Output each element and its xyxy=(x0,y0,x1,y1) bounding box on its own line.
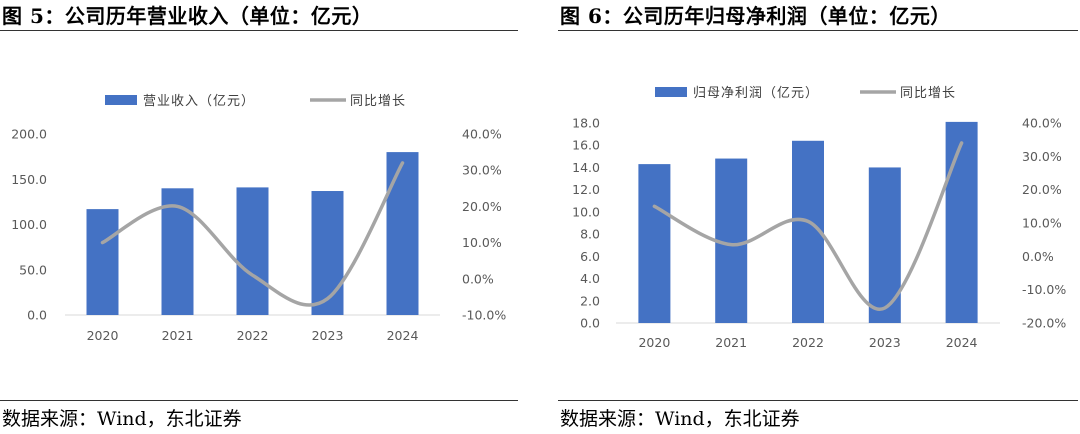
figure-5-chart: 0.0 50.0 100.0 150.0 200.0 -10.0% 0.0% 10.0% 20.… xyxy=(11,94,506,343)
right-axis-tick-label: 0.0% xyxy=(1022,249,1054,264)
right-axis-tick-label: 40.0% xyxy=(462,127,502,142)
bar-2023 xyxy=(311,191,344,315)
left-axis-tick-label: 150.0 xyxy=(11,172,47,187)
figure-5-top-rule xyxy=(0,30,518,31)
figure-6-chart: 0.0 2.0 4.0 6.0 8.0 10.0 12.0 14.0 16.0 18.0 -20.0… xyxy=(572,86,1066,350)
yoy-growth-line xyxy=(652,141,964,311)
figure-6-bottom-rule xyxy=(558,400,1078,401)
legend-bar-swatch xyxy=(105,95,137,105)
legend-line-label: 同比增长 xyxy=(900,86,956,101)
x-axis-tick-label: 2023 xyxy=(869,335,901,350)
right-axis-tick-label: -10.0% xyxy=(1022,282,1066,297)
right-axis-tick-label: 10.0% xyxy=(1022,216,1062,231)
figure-5-source: 数据来源：Wind，东北证券 xyxy=(2,408,242,430)
right-axis-tick-label: 40.0% xyxy=(1022,116,1062,131)
left-axis-tick-label: 14.0 xyxy=(572,160,600,175)
bar-2020 xyxy=(86,209,119,315)
figure-5-panel: 图 5：公司历年营业收入（单位：亿元） 0.0 50.0 100.0 150.0 200… xyxy=(0,0,520,434)
x-axis-tick-label: 2020 xyxy=(638,335,670,350)
right-axis-tick-label: 0.0% xyxy=(462,271,494,286)
left-axis-tick-label: 0.0 xyxy=(580,316,600,331)
left-axis-tick-label: 100.0 xyxy=(11,217,47,232)
left-axis-tick-label: 12.0 xyxy=(572,182,600,197)
legend-bar-label: 归母净利润（亿元） xyxy=(693,86,819,101)
left-axis-tick-label: 200.0 xyxy=(11,127,47,142)
left-axis-tick-label: 16.0 xyxy=(572,138,600,153)
x-axis-tick-label: 2022 xyxy=(792,335,824,350)
left-axis-tick-label: 4.0 xyxy=(580,271,600,286)
right-axis-tick-label: 30.0% xyxy=(462,163,502,178)
right-axis-tick-label: -10.0% xyxy=(462,308,506,323)
x-axis-tick-label: 2022 xyxy=(237,328,269,343)
left-axis-tick-label: 10.0 xyxy=(572,204,600,219)
left-axis-tick-label: 6.0 xyxy=(580,249,600,264)
x-axis-tick-label: 2024 xyxy=(387,328,419,343)
left-axis-tick-label: 50.0 xyxy=(19,262,47,277)
yoy-growth-line xyxy=(100,161,405,307)
bar-2020 xyxy=(638,164,671,323)
left-axis-tick-label: 8.0 xyxy=(580,227,600,242)
bar-2024 xyxy=(386,152,419,315)
bar-2024 xyxy=(945,121,978,323)
legend-bar-label: 营业收入（亿元） xyxy=(143,94,255,109)
figure-6-source: 数据来源：Wind，东北证券 xyxy=(560,408,800,430)
right-axis-tick-label: 20.0% xyxy=(1022,182,1062,197)
x-axis-tick-label: 2021 xyxy=(162,328,194,343)
left-axis-tick-label: 0.0 xyxy=(27,308,47,323)
right-axis-tick-label: -20.0% xyxy=(1022,316,1066,331)
x-axis-tick-label: 2023 xyxy=(312,328,344,343)
right-axis-tick-label: 10.0% xyxy=(462,235,502,250)
right-axis-tick-label: 30.0% xyxy=(1022,149,1062,164)
figure-5-bottom-rule xyxy=(0,400,518,401)
x-axis-tick-label: 2024 xyxy=(946,335,978,350)
figure-6-top-rule xyxy=(558,30,1078,31)
legend-bar-swatch xyxy=(655,87,687,97)
left-axis-tick-label: 2.0 xyxy=(580,293,600,308)
left-axis-tick-label: 18.0 xyxy=(572,116,600,131)
x-axis-tick-label: 2020 xyxy=(87,328,119,343)
figure-5-title: 图 5：公司历年营业收入（单位：亿元） xyxy=(2,4,373,28)
right-axis-tick-label: 20.0% xyxy=(462,199,502,214)
bar-2022 xyxy=(236,187,269,315)
figure-6-title: 图 6：公司历年归母净利润（单位：亿元） xyxy=(560,4,951,28)
figure-6-panel: 图 6：公司历年归母净利润（单位：亿元） 0.0 2.0 4.0 6.0 8.0 10.0… xyxy=(558,0,1080,434)
legend-line-label: 同比增长 xyxy=(350,94,406,109)
x-axis-tick-label: 2021 xyxy=(715,335,747,350)
